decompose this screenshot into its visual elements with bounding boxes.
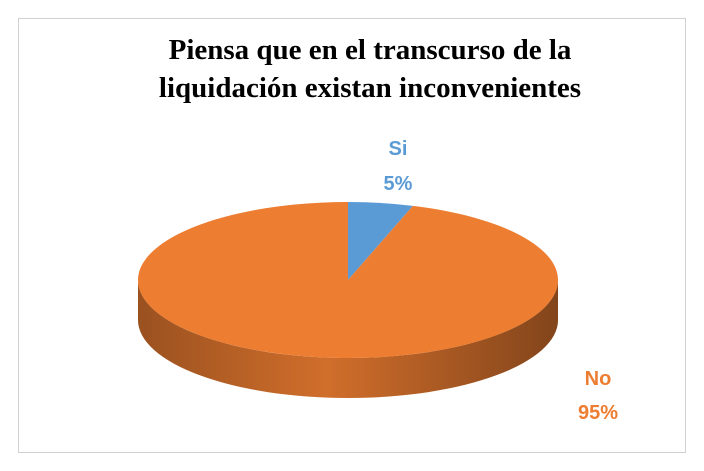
slice-value-label: 5%: [384, 173, 413, 195]
slice-category-label: No: [585, 368, 612, 390]
pie: [137, 202, 559, 398]
chart-title: liquidación existan inconvenientes: [159, 72, 581, 104]
slice-value-label: 95%: [578, 402, 618, 424]
slice: [348, 202, 413, 280]
slice: [137, 202, 559, 358]
slice-category-label: Si: [389, 138, 408, 160]
chart-title: Piensa que en el transcurso de la: [169, 34, 572, 66]
slice-side-shade: [138, 280, 558, 398]
